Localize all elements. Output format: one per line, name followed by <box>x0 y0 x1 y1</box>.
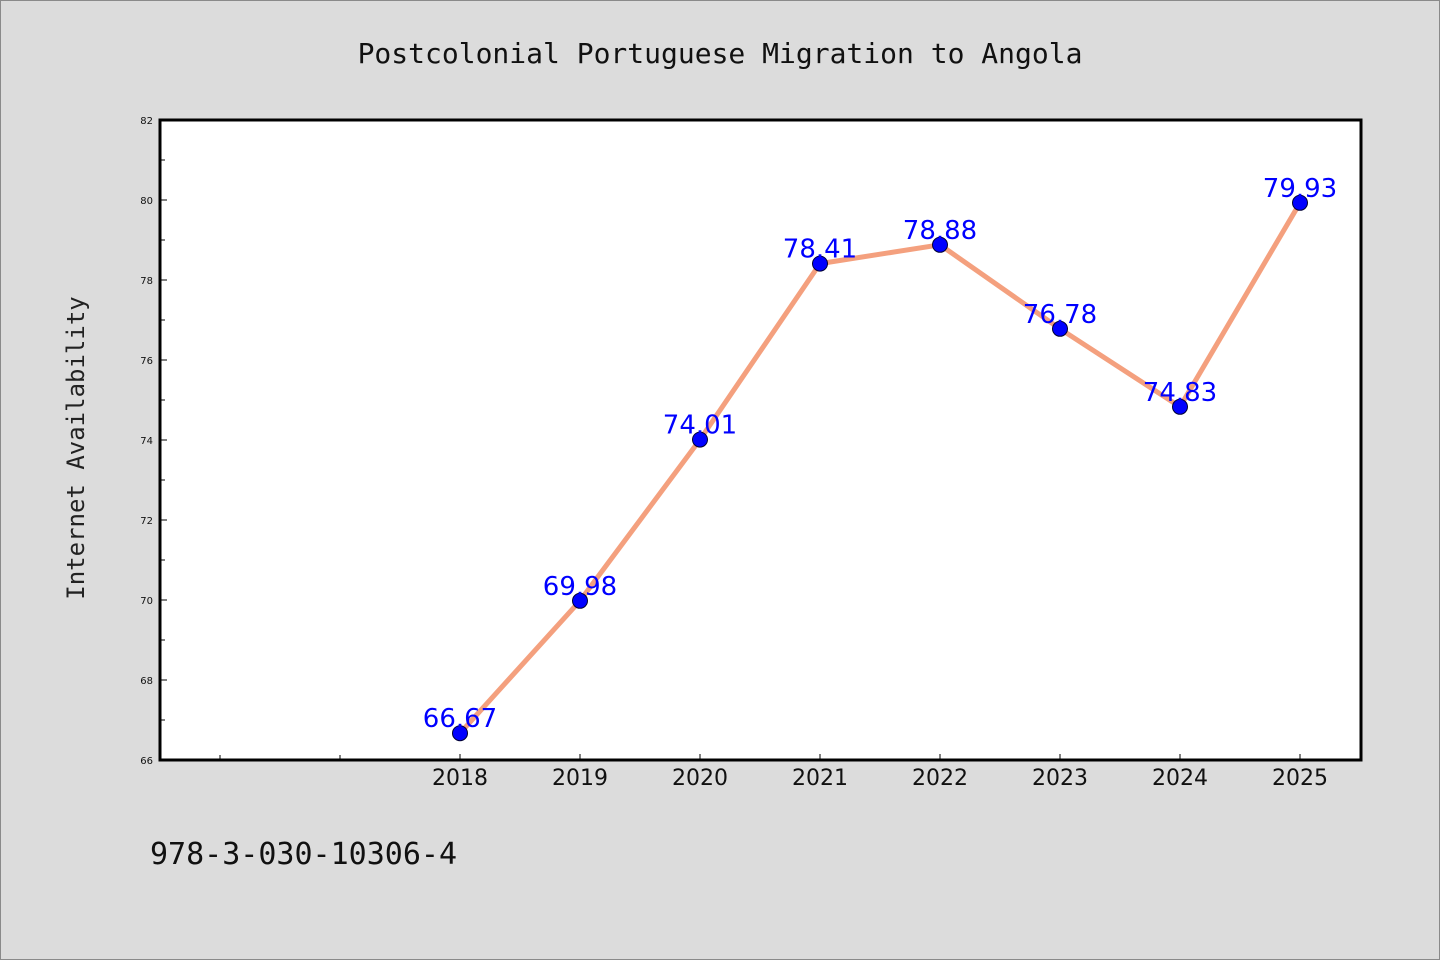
data-point <box>692 431 708 448</box>
x-tick-label: 2021 <box>792 766 848 791</box>
x-tick-label: 2022 <box>912 766 968 791</box>
x-tick-label: 2019 <box>552 766 608 791</box>
data-point <box>932 236 948 253</box>
data-label: 74.01 <box>663 411 737 441</box>
data-point <box>1172 398 1188 415</box>
y-tick-label: 66 <box>140 756 153 767</box>
x-tick-label: 2020 <box>672 766 728 791</box>
y-tick-label: 76 <box>140 356 153 367</box>
chart-title: Postcolonial Portuguese Migration to Ang… <box>358 37 1083 70</box>
plot-area <box>160 120 1361 760</box>
isbn-footer: 978-3-030-10306-4 <box>150 837 457 872</box>
y-tick-label: 78 <box>140 276 153 287</box>
y-tick-label: 72 <box>140 516 153 527</box>
y-tick-label: 82 <box>140 116 153 127</box>
data-label: 78.41 <box>783 235 857 265</box>
x-tick-label: 2024 <box>1152 766 1208 791</box>
data-point <box>452 725 468 742</box>
series-line <box>458 201 1303 735</box>
series-group <box>452 194 1308 742</box>
data-label: 78.88 <box>903 216 977 246</box>
plot-border <box>158 118 1363 762</box>
data-label: 69.98 <box>543 572 617 602</box>
data-point <box>1052 320 1068 337</box>
x-tick-label: 2023 <box>1032 766 1088 791</box>
data-label: 79.93 <box>1263 174 1337 204</box>
data-point <box>572 592 588 609</box>
x-tick-label: 2025 <box>1272 766 1328 791</box>
y-tick-label: 80 <box>140 196 153 207</box>
x-tick-label: 2018 <box>432 766 488 791</box>
data-point <box>812 255 828 272</box>
y-tick-label: 70 <box>140 596 153 607</box>
y-axis-label: Internet Availability <box>62 296 90 599</box>
data-point <box>1292 194 1308 211</box>
y-tick-label: 74 <box>140 436 153 447</box>
data-label: 74.83 <box>1143 378 1217 408</box>
data-labels-group: 66.67 69.98 74.01 78.41 78.88 76.78 74.83 79.93 <box>423 174 1337 734</box>
data-label: 76.78 <box>1023 300 1097 330</box>
data-label: 66.67 <box>423 704 497 734</box>
x-axis-ticks: 2018 2019 2020 2021 2022 2023 2024 2025 <box>219 754 1328 791</box>
y-tick-label: 68 <box>140 676 153 687</box>
